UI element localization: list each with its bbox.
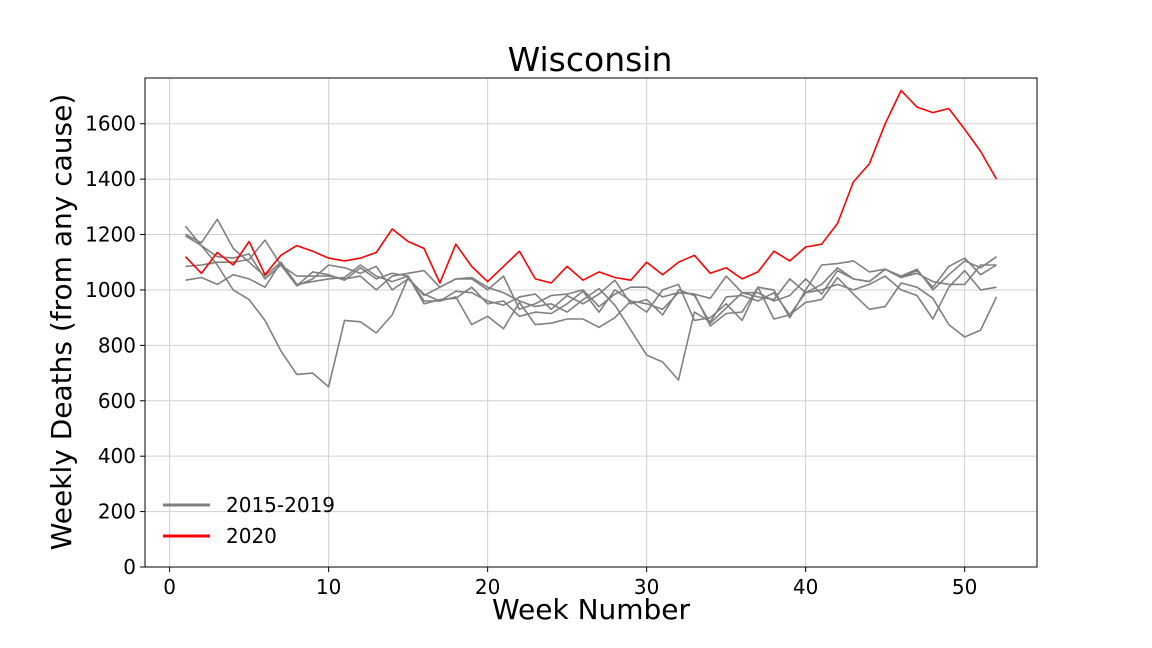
series-line-2015-2019-2 [184,225,998,388]
y-axis-label: Weekly Deaths (from any cause) [45,94,78,551]
series-line-2015-2019-5 [185,235,997,325]
series-line-2015-2019-4 [185,218,997,330]
y-tick-label: 600 [98,389,136,413]
y-tick-label: 800 [98,333,136,357]
legend-label: 2020 [226,524,277,548]
series-line-2015-2019-1 [185,257,997,327]
x-tick-label: 0 [163,575,176,599]
chart-title: Wisconsin [508,40,673,79]
series-layer [184,89,998,388]
legend: 2015-2019 2020 [163,493,335,548]
x-tick-label: 10 [316,575,341,599]
x-axis: 0 10 20 30 40 50 [163,567,977,599]
grid-lines [145,78,1037,568]
x-tick-label: 20 [475,575,500,599]
series-line-2020 [184,89,998,284]
y-tick-label: 1000 [85,278,136,302]
y-tick-label: 1600 [85,112,136,136]
x-axis-label: Week Number [492,593,691,626]
plot-frame [144,77,1038,568]
y-tick-label: 200 [98,500,136,524]
x-tick-label: 30 [634,575,659,599]
y-tick-label: 0 [123,555,136,579]
y-tick-label: 400 [98,444,136,468]
y-tick-label: 1200 [85,223,136,247]
y-tick-label: 1400 [85,167,136,191]
x-tick-label: 50 [952,575,977,599]
x-tick-label: 40 [793,575,818,599]
legend-label: 2015-2019 [226,493,335,517]
y-axis: 0 200 400 600 800 1000 1200 1400 1600 [85,112,145,579]
